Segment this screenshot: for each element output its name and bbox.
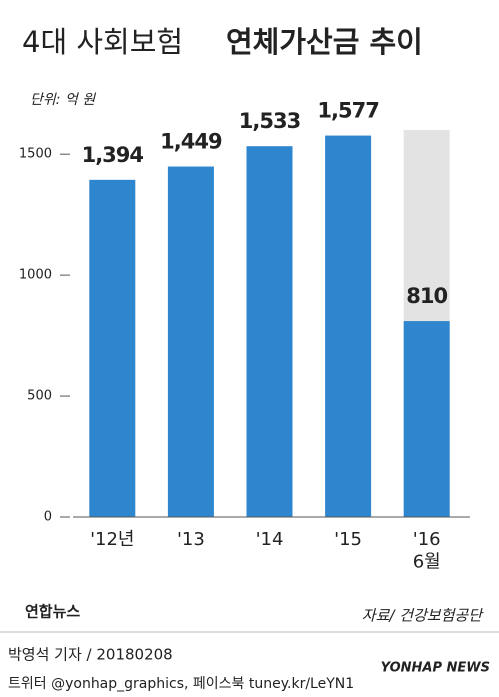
bar — [167, 166, 214, 517]
credit: 박영석 기자 / 20180208 — [8, 646, 173, 664]
bar — [89, 179, 136, 518]
y-tick-label: 0 — [44, 510, 52, 525]
chart-title: 4대 사회보험 — [22, 25, 183, 59]
y-tick-label: 1500 — [19, 147, 52, 162]
y-tick-label: 500 — [27, 389, 52, 404]
watermark: YONHAP NEWS — [381, 661, 490, 676]
value-label: 1,533 — [239, 109, 300, 133]
bar — [325, 135, 372, 518]
x-tick-label: '13 — [177, 529, 205, 550]
sns: 트위터 @yonhap_graphics, 페이스북 tuney.kr/LeYN… — [8, 676, 354, 692]
value-label: 1,449 — [160, 130, 222, 154]
unit-label: 단위: 억 원 — [30, 92, 96, 108]
value-label: 810 — [406, 284, 447, 308]
chart-title-bold: 연체가산금 추이 — [226, 25, 423, 59]
value-label: 1,577 — [317, 99, 378, 123]
bar — [246, 146, 293, 517]
y-tick-label: 1000 — [19, 268, 52, 283]
source: 자료/ 건강보험공단 — [362, 607, 484, 625]
logo: 연합뉴스 — [25, 603, 80, 621]
x-tick-label: '12년 — [90, 529, 134, 550]
x-tick-label: '15 — [334, 529, 362, 550]
value-label: 1,394 — [82, 143, 144, 167]
bar — [403, 321, 450, 517]
x-tick-label: '14 — [256, 529, 284, 550]
x-tick-label: '16 6월 — [413, 529, 441, 573]
